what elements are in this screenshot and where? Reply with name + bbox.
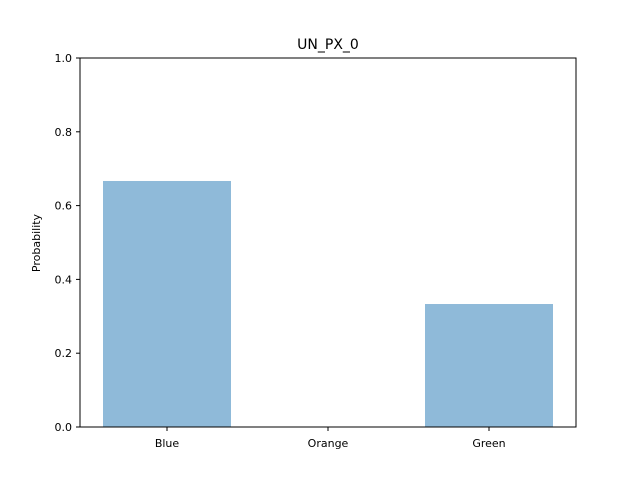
x-tick-label: Blue — [155, 437, 180, 450]
x-tick-label: Green — [472, 437, 505, 450]
y-tick-label: 0.0 — [55, 421, 73, 434]
x-tick-label: Orange — [308, 437, 349, 450]
y-tick-label: 0.4 — [55, 273, 73, 286]
bars-layer — [103, 180, 553, 427]
y-tick-label: 0.2 — [55, 347, 73, 360]
bar-blue — [103, 180, 231, 427]
plot-frame — [79, 57, 577, 428]
y-tick-label: 0.6 — [55, 200, 73, 213]
bar-green — [425, 304, 553, 427]
y-axis-label: Probability — [30, 213, 43, 272]
y-tick-label: 0.8 — [55, 126, 73, 139]
y-tick-label: 1.0 — [55, 52, 73, 65]
ticks-layer: Blue Orange Green 0.0 0.2 0.4 0.6 0.8 1.0 — [55, 52, 506, 450]
chart-title: UN_PX_0 — [297, 37, 359, 53]
